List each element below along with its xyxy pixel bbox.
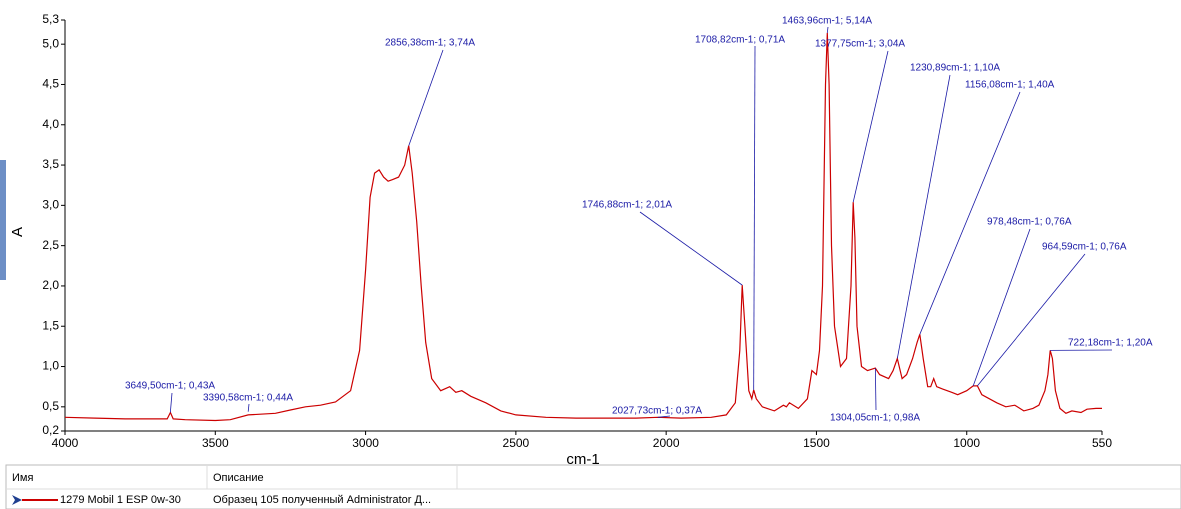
annotation-leader xyxy=(753,45,756,390)
y-tick-label: 3,0 xyxy=(42,198,59,212)
annotation-leader xyxy=(896,74,951,359)
x-tick-label: 4000 xyxy=(52,436,79,450)
x-tick-label: 2500 xyxy=(503,436,530,450)
annotation-label: 1463,96cm-1; 5,14A xyxy=(782,16,872,27)
annotation-leader xyxy=(657,415,671,418)
legend-name[interactable]: 1279 Mobil 1 ESP 0w-30 xyxy=(60,494,181,506)
row-arrow xyxy=(12,495,22,505)
annotation-label: 2027,73cm-1; 0,37A xyxy=(612,406,702,417)
annotation-label: 1746,88cm-1; 2,01A xyxy=(582,200,672,211)
annotation-leader xyxy=(852,50,889,203)
annotation-label: 3390,58cm-1; 0,44A xyxy=(203,393,293,404)
annotation-label: 1230,89cm-1; 1,10A xyxy=(910,63,1000,74)
legend-panel xyxy=(5,464,1181,509)
annotation-leader xyxy=(919,91,1021,335)
y-tick-label: 1,5 xyxy=(42,318,59,332)
annotation-label: 964,59cm-1; 0,76A xyxy=(1042,242,1127,253)
annotation-label: 1377,75cm-1; 3,04A xyxy=(815,39,905,50)
y-tick-label: 2,0 xyxy=(42,278,59,292)
annotation-leader xyxy=(874,368,877,411)
y-tick-label: 4,0 xyxy=(42,117,59,131)
annotation-leader xyxy=(169,392,173,413)
x-tick-label: 1500 xyxy=(803,436,830,450)
y-tick-label: 5,0 xyxy=(42,36,59,50)
annotation-label: 2856,38cm-1; 3,74A xyxy=(385,38,475,49)
annotation-leader xyxy=(977,253,1086,387)
x-tick-label: 550 xyxy=(1092,436,1112,450)
annotation-label: 1304,05cm-1; 0,98A xyxy=(830,413,920,424)
y-tick-label: 1,0 xyxy=(42,359,59,373)
table-header: Имя xyxy=(12,472,33,484)
annotation-label: 722,18cm-1; 1,20A xyxy=(1068,338,1153,349)
y-tick-label: 4,5 xyxy=(42,77,59,91)
spectrum-line xyxy=(64,32,1102,422)
annotation-leader xyxy=(408,49,444,146)
y-tick-label: 3,5 xyxy=(42,157,59,171)
x-axis-label: cm-1 xyxy=(566,451,599,468)
annotation-leader xyxy=(826,26,829,33)
annotation-label: 1156,08cm-1; 1,40A xyxy=(965,80,1055,91)
annotation-label: 3649,50cm-1; 0,43A xyxy=(125,381,215,392)
table-cell: Образец 105 полученный Administrator Д..… xyxy=(213,494,431,506)
annotation-label: 1708,82cm-1; 0,71A xyxy=(695,35,785,46)
y-axis-label: A xyxy=(9,227,26,237)
annotation-label: 978,48cm-1; 0,76A xyxy=(987,217,1072,228)
y-tick-label: 0,2 xyxy=(42,423,59,437)
y-tick-label: 2,5 xyxy=(42,238,59,252)
annotation-leader xyxy=(972,228,1031,387)
side-handle[interactable] xyxy=(0,160,6,280)
y-tick-label: 5,3 xyxy=(42,12,59,26)
x-tick-label: 3500 xyxy=(202,436,229,450)
y-tick-label: 0,5 xyxy=(42,399,59,413)
x-tick-label: 1000 xyxy=(953,436,980,450)
annotation-leader xyxy=(639,211,743,286)
annotation-leader xyxy=(247,403,250,412)
x-tick-label: 2000 xyxy=(653,436,680,450)
table-header: Описание xyxy=(213,472,264,484)
x-tick-label: 3000 xyxy=(352,436,379,450)
